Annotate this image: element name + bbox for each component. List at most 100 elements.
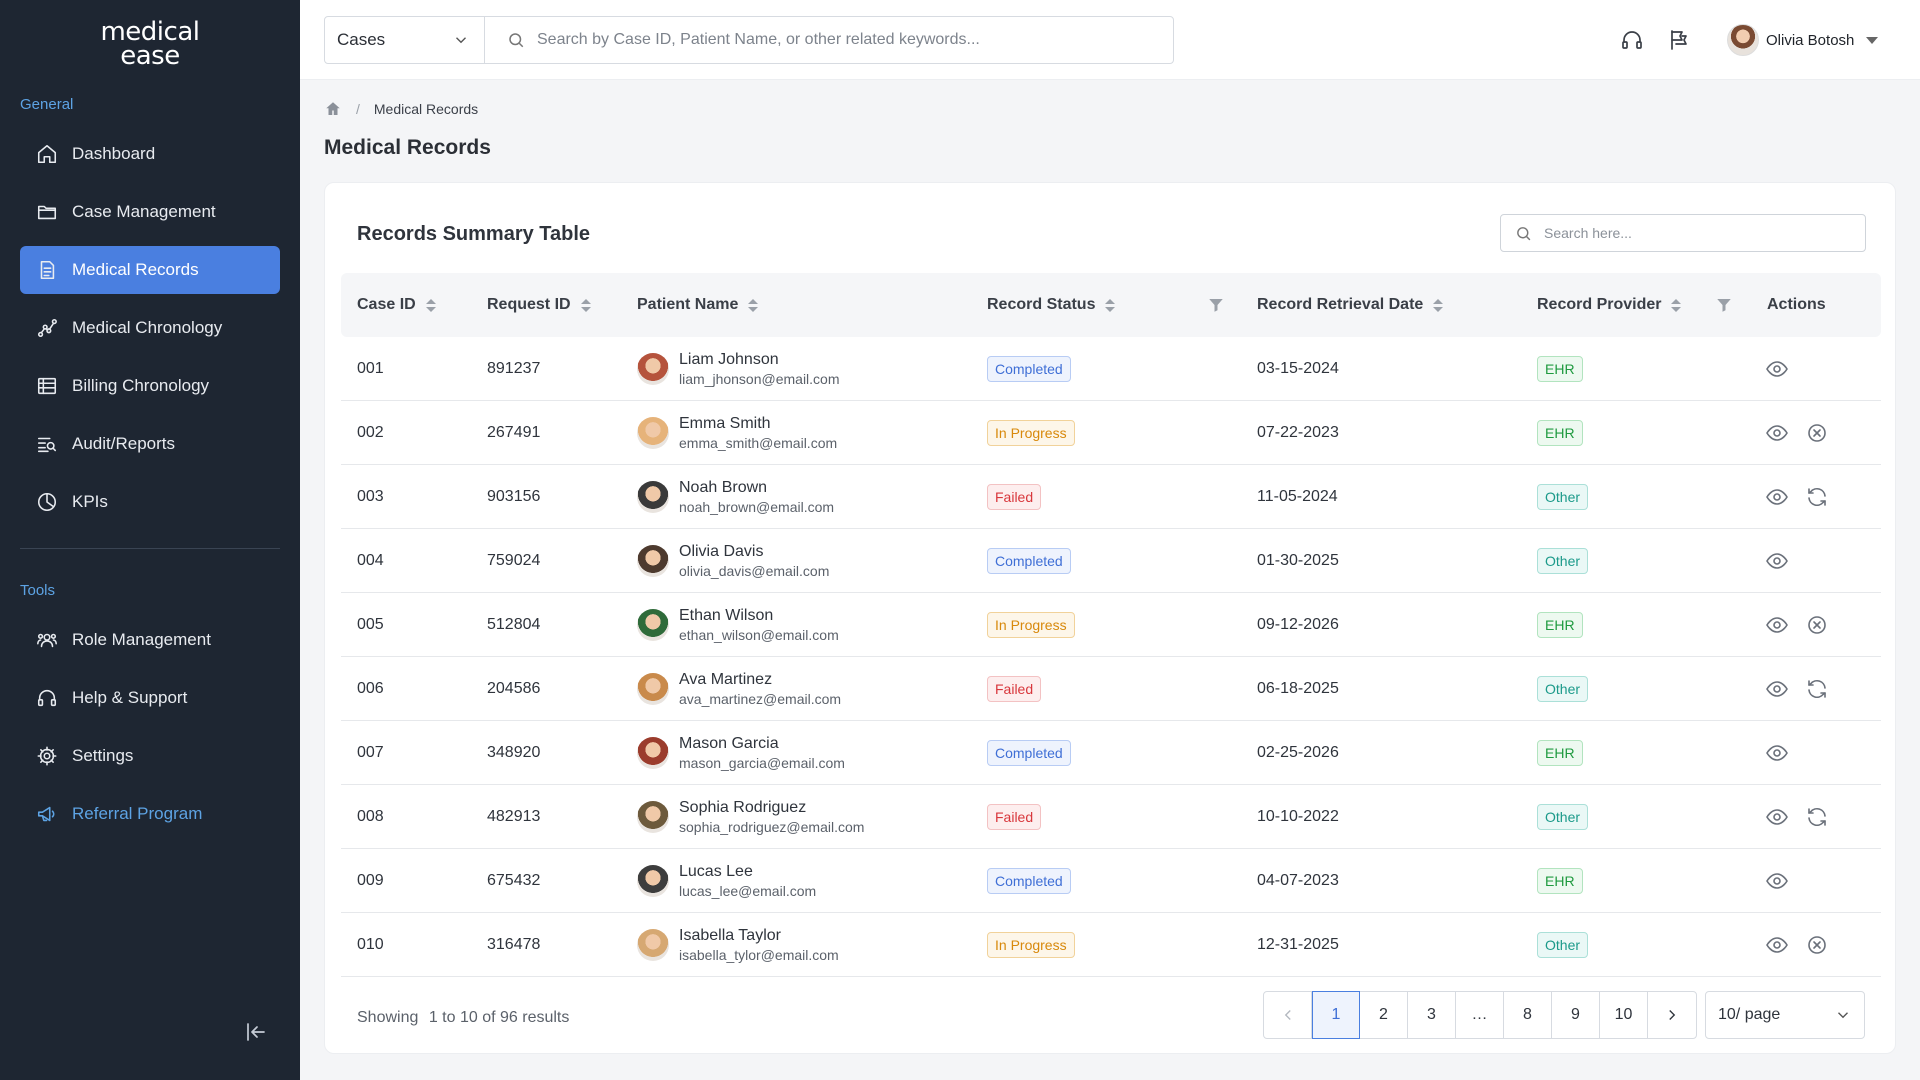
status-cell: Completed bbox=[987, 721, 1071, 785]
patient-email: liam_jhonson@email.com bbox=[679, 371, 840, 387]
column-label: Record Retrieval Date bbox=[1257, 296, 1424, 313]
retrieval-date-cell: 06-18-2025 bbox=[1257, 680, 1339, 697]
column-header-record-status[interactable]: Record Status bbox=[987, 273, 1116, 337]
table-search-input[interactable] bbox=[1544, 225, 1844, 241]
home-icon bbox=[37, 144, 57, 164]
eye-icon bbox=[1766, 937, 1788, 953]
view-button[interactable] bbox=[1765, 549, 1789, 573]
cancel-button[interactable] bbox=[1805, 933, 1829, 957]
sidebar-item-dashboard[interactable]: Dashboard bbox=[20, 130, 280, 178]
page-button-9[interactable]: 9 bbox=[1552, 992, 1600, 1038]
patient-email: ethan_wilson@email.com bbox=[679, 627, 839, 643]
column-header-patient-name[interactable]: Patient Name bbox=[637, 273, 759, 337]
table-row[interactable]: 010 316478 Isabella Taylor isabella_tylor@e… bbox=[341, 913, 1881, 977]
page-size-select[interactable]: 10/ page bbox=[1705, 991, 1865, 1039]
showing-range: 1 to 10 of 96 results bbox=[428, 1009, 570, 1026]
sidebar-item-case-management[interactable]: Case Management bbox=[20, 188, 280, 236]
table-row[interactable]: 006 204586 Ava Martinez ava_martinez@email.… bbox=[341, 657, 1881, 721]
sidebar-item-medical-records[interactable]: Medical Records bbox=[20, 246, 280, 294]
page-button-8[interactable]: 8 bbox=[1504, 992, 1552, 1038]
avatar bbox=[637, 929, 669, 961]
patient-name: Olivia Davis bbox=[679, 543, 764, 560]
search-scope-value: Cases bbox=[337, 30, 386, 49]
table-row[interactable]: 009 675432 Lucas Lee lucas_lee@email.com Com… bbox=[341, 849, 1881, 913]
patient-email: emma_smith@email.com bbox=[679, 435, 838, 451]
view-button[interactable] bbox=[1765, 421, 1789, 445]
sidebar-item-medical-chronology[interactable]: Medical Chronology bbox=[20, 304, 280, 352]
next-page-button[interactable] bbox=[1648, 992, 1696, 1038]
sidebar-item-role-management[interactable]: Role Management bbox=[20, 616, 280, 664]
case-id-cell: 002 bbox=[357, 424, 384, 441]
user-menu[interactable]: Olivia Botosh bbox=[1727, 24, 1879, 56]
chart-line-icon bbox=[37, 318, 57, 338]
retrieval-date-cell: 03-15-2024 bbox=[1257, 360, 1339, 377]
page-button-10[interactable]: 10 bbox=[1600, 992, 1648, 1038]
column-header-record-retrieval-date[interactable]: Record Retrieval Date bbox=[1257, 273, 1444, 337]
patient-cell: Noah Brown noah_brown@email.com bbox=[637, 465, 834, 529]
collapse-sidebar-button[interactable] bbox=[244, 1020, 268, 1044]
sidebar-item-billing-chronology[interactable]: Billing Chronology bbox=[20, 362, 280, 410]
announcements-button[interactable] bbox=[1667, 28, 1691, 52]
avatar bbox=[637, 737, 669, 769]
status-badge: In Progress bbox=[987, 612, 1075, 638]
showing-label: Showing bbox=[357, 1009, 419, 1026]
sidebar-item-label: Settings bbox=[72, 746, 134, 765]
sidebar-item-audit-reports[interactable]: Audit/Reports bbox=[20, 420, 280, 468]
request-id-cell: 903156 bbox=[487, 488, 541, 505]
status-cell: Failed bbox=[987, 465, 1042, 529]
view-button[interactable] bbox=[1765, 805, 1789, 829]
retry-button[interactable] bbox=[1805, 805, 1829, 829]
page-button-1[interactable]: 1 bbox=[1312, 991, 1360, 1039]
view-button[interactable] bbox=[1765, 485, 1789, 509]
app-logo[interactable]: medical ease bbox=[0, 19, 300, 69]
retry-button[interactable] bbox=[1805, 677, 1829, 701]
support-button[interactable] bbox=[1620, 28, 1644, 52]
search-scope-select[interactable]: Cases bbox=[325, 17, 485, 63]
page-button-3[interactable]: 3 bbox=[1408, 992, 1456, 1038]
global-search-input[interactable] bbox=[537, 31, 1137, 49]
table-title: Records Summary Table bbox=[357, 223, 591, 245]
sort-icon bbox=[748, 298, 759, 312]
cancel-button[interactable] bbox=[1805, 613, 1829, 637]
provider-cell: EHR bbox=[1537, 401, 1583, 465]
view-button[interactable] bbox=[1765, 933, 1789, 957]
table-row[interactable]: 004 759024 Olivia Davis olivia_davis@email.… bbox=[341, 529, 1881, 593]
table-search bbox=[1500, 214, 1866, 252]
table-row[interactable]: 005 512804 Ethan Wilson ethan_wilson@email.… bbox=[341, 593, 1881, 657]
sidebar-item-label: Dashboard bbox=[72, 144, 156, 163]
status-cell: Completed bbox=[987, 849, 1071, 913]
status-filter-icon[interactable] bbox=[1207, 296, 1225, 314]
cancel-button[interactable] bbox=[1805, 421, 1829, 445]
sidebar-item-help-support[interactable]: Help & Support bbox=[20, 674, 280, 722]
column-header-case-id[interactable]: Case ID bbox=[357, 273, 436, 337]
column-header-request-id[interactable]: Request ID bbox=[487, 273, 591, 337]
retrieval-date-cell: 11-05-2024 bbox=[1257, 488, 1338, 505]
table-row[interactable]: 002 267491 Emma Smith emma_smith@email.com I… bbox=[341, 401, 1881, 465]
view-button[interactable] bbox=[1765, 357, 1789, 381]
sidebar-item-settings[interactable]: Settings bbox=[20, 732, 280, 780]
table-row[interactable]: 008 482913 Sophia Rodriguez sophia_rodrigue… bbox=[341, 785, 1881, 849]
provider-filter-icon[interactable] bbox=[1715, 296, 1733, 314]
page-ellipsis[interactable]: … bbox=[1456, 992, 1504, 1038]
home-icon[interactable] bbox=[324, 100, 342, 118]
prev-page-button[interactable] bbox=[1264, 992, 1312, 1038]
patient-name: Isabella Taylor bbox=[679, 927, 781, 944]
view-button[interactable] bbox=[1765, 613, 1789, 637]
view-button[interactable] bbox=[1765, 677, 1789, 701]
page-button-2[interactable]: 2 bbox=[1360, 992, 1408, 1038]
user-name: Olivia Botosh bbox=[1766, 31, 1855, 49]
sidebar-item-kpis[interactable]: KPIs bbox=[20, 478, 280, 526]
sidebar-item-referral-program[interactable]: Referral Program bbox=[20, 790, 280, 838]
patient-cell: Sophia Rodriguez sophia_rodriguez@email.c… bbox=[637, 785, 864, 849]
column-header-record-provider[interactable]: Record Provider bbox=[1537, 273, 1682, 337]
records-card: Records Summary Table Case ID Request ID… bbox=[324, 182, 1896, 1054]
request-id-cell: 267491 bbox=[487, 424, 541, 441]
table-row[interactable]: 001 891237 Liam Johnson liam_jhonson@email.… bbox=[341, 337, 1881, 401]
view-button[interactable] bbox=[1765, 869, 1789, 893]
view-button[interactable] bbox=[1765, 741, 1789, 765]
table-row[interactable]: 003 903156 Noah Brown noah_brown@email.com F… bbox=[341, 465, 1881, 529]
pie-icon bbox=[37, 492, 57, 512]
avatar bbox=[637, 545, 669, 577]
table-row[interactable]: 007 348920 Mason Garcia mason_garcia@email.… bbox=[341, 721, 1881, 785]
retry-button[interactable] bbox=[1805, 485, 1829, 509]
